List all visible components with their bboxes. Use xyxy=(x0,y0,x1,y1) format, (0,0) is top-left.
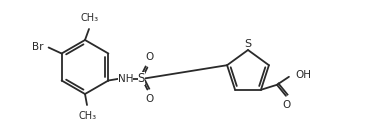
Text: S: S xyxy=(244,39,251,49)
Text: OH: OH xyxy=(295,70,311,80)
Text: NH: NH xyxy=(117,74,133,83)
Text: O: O xyxy=(283,100,291,110)
Text: CH₃: CH₃ xyxy=(79,111,97,121)
Text: CH₃: CH₃ xyxy=(81,13,99,23)
Text: O: O xyxy=(145,94,153,105)
Text: Br: Br xyxy=(32,42,44,51)
Text: O: O xyxy=(145,53,153,62)
Text: S: S xyxy=(138,72,145,85)
